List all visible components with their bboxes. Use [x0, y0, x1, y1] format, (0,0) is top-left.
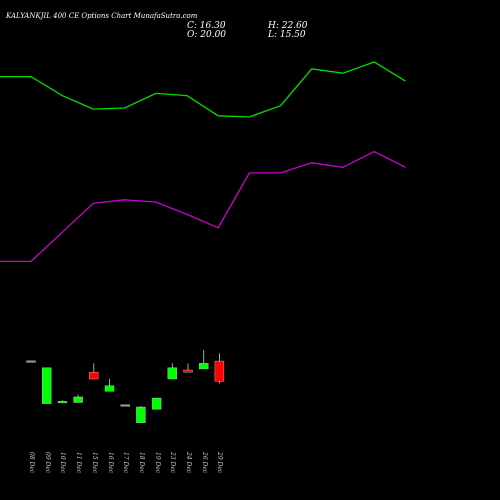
- candle-body: [214, 360, 225, 382]
- x-tick-label: 11 Dec: [75, 452, 83, 474]
- candle-body: [136, 406, 146, 423]
- open-value: O: 20.00: [187, 30, 227, 40]
- x-tick-label: 16 Dec: [106, 452, 114, 474]
- candle-body: [120, 404, 130, 407]
- candle-body: [73, 396, 83, 403]
- x-tick-label: 24 Dec: [185, 452, 192, 474]
- candle-body: [42, 367, 52, 404]
- candles-layer: [26, 349, 225, 423]
- x-tick-label: 19 Dec: [153, 452, 161, 474]
- x-tick-label: 15 Dec: [90, 452, 98, 474]
- low-value: L: 15.50: [268, 30, 306, 40]
- candle-body: [26, 360, 36, 363]
- candle-body: [167, 367, 178, 380]
- x-tick-label: 08 Dec: [28, 452, 35, 474]
- close-value: C: 16.30: [187, 21, 226, 31]
- candle: [183, 363, 193, 373]
- candle-body: [57, 401, 68, 404]
- candle: [214, 353, 225, 384]
- x-tick-label: 23 Dec: [169, 452, 177, 474]
- candle: [151, 397, 162, 410]
- candle-body: [89, 372, 99, 380]
- lower-band-line: [0, 150, 406, 263]
- candle: [136, 405, 146, 423]
- x-tick-label: 10 Dec: [59, 452, 67, 474]
- upper-band-line: [0, 61, 406, 118]
- candle: [73, 394, 83, 403]
- candle: [104, 379, 115, 392]
- candle: [26, 360, 36, 363]
- x-tick-label: 18 Dec: [137, 452, 145, 474]
- candle-body: [183, 369, 193, 373]
- x-tick-label: 09 Dec: [43, 452, 51, 474]
- candle: [57, 400, 68, 404]
- candle: [167, 363, 178, 380]
- candle: [198, 349, 209, 370]
- candle: [42, 367, 52, 404]
- high-value: H: 22.60: [268, 21, 308, 31]
- chart-title: KALYANKJIL 400 CE Options Chart MunafaSu…: [6, 12, 198, 20]
- x-tick-label: 29 Dec: [216, 452, 224, 474]
- candle-body: [198, 363, 209, 370]
- candle-body: [151, 397, 162, 410]
- x-tick-label: 26 Dec: [200, 452, 208, 474]
- candle-body: [104, 385, 115, 392]
- bands-layer: [0, 61, 406, 263]
- x-tick-label: 17 Dec: [122, 452, 130, 474]
- candle: [89, 363, 99, 380]
- candle: [120, 404, 130, 407]
